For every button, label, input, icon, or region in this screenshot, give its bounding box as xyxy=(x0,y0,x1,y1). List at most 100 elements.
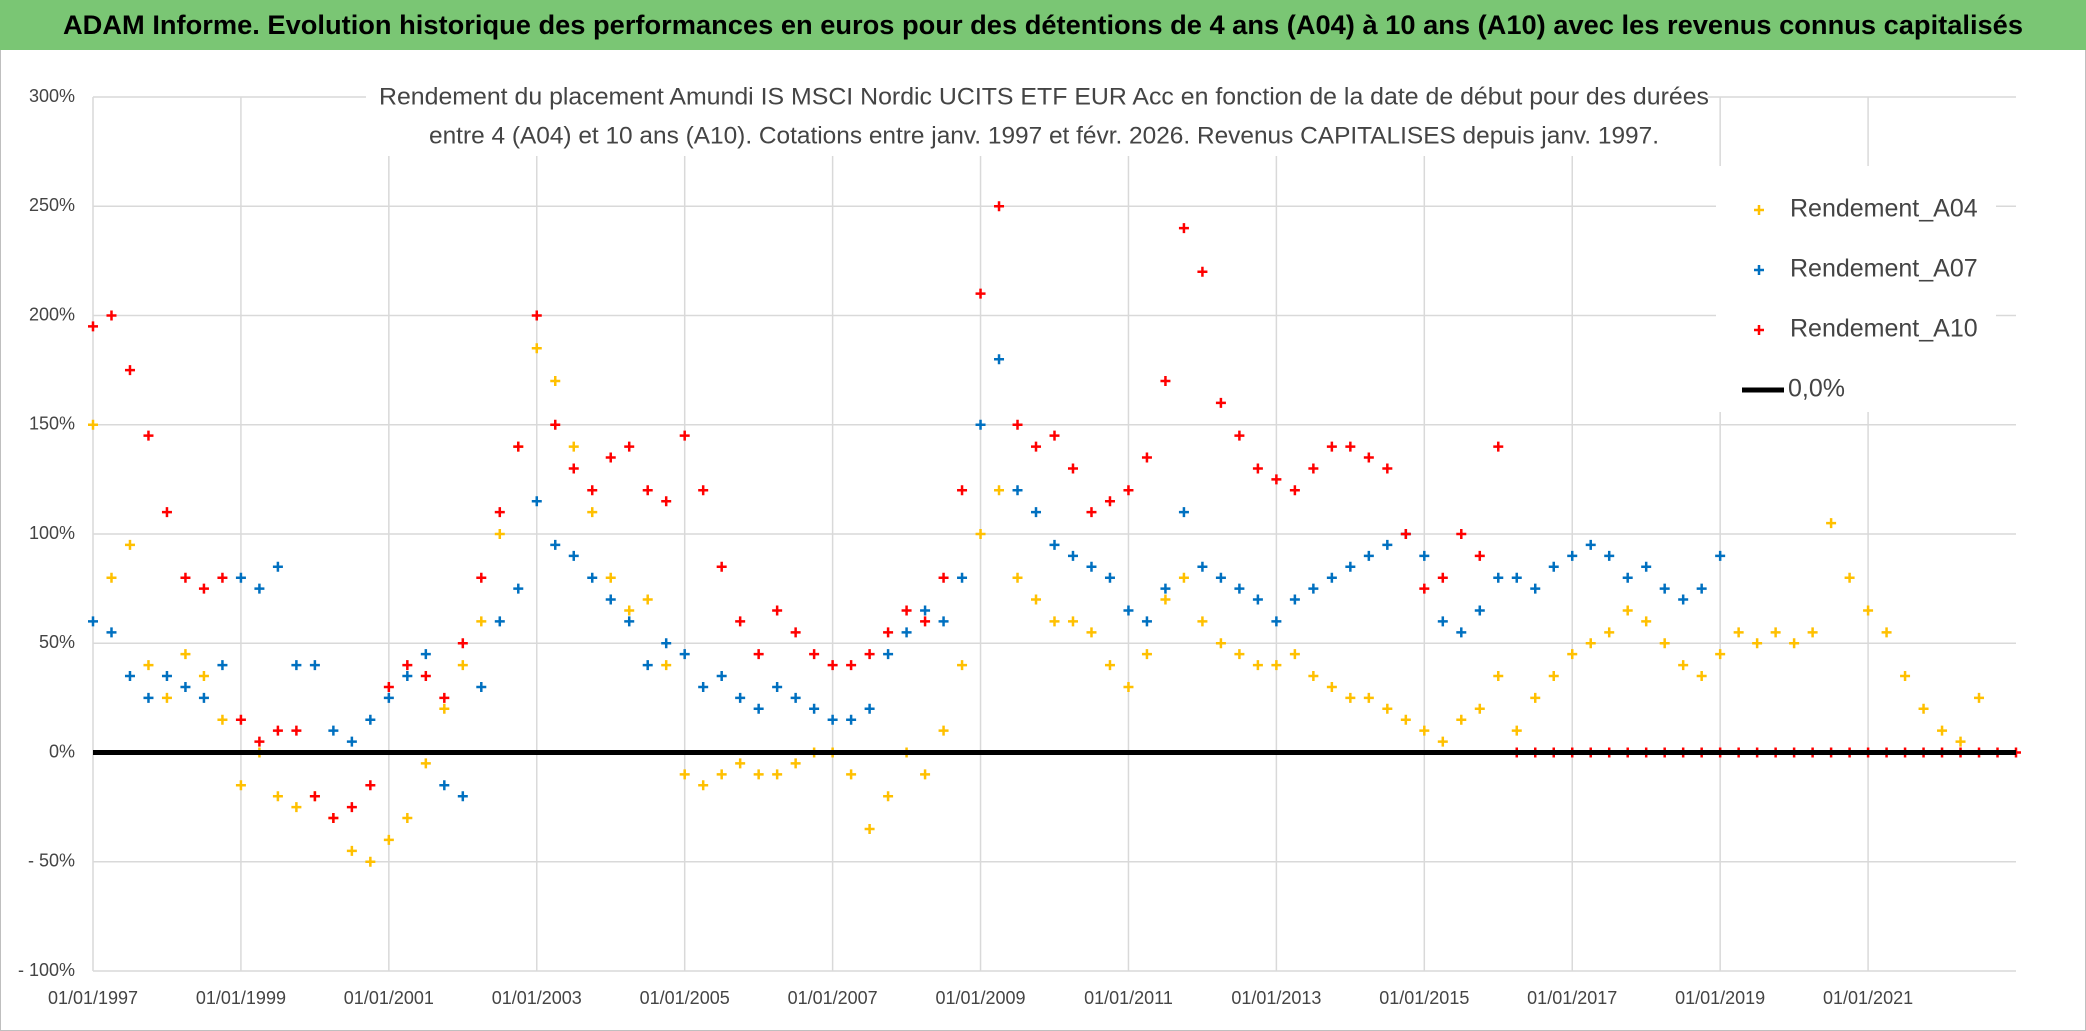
data-point xyxy=(124,671,135,682)
data-point xyxy=(846,769,857,780)
x-tick-label: 01/01/2003 xyxy=(492,988,582,1008)
data-point xyxy=(291,660,302,671)
data-point xyxy=(1715,649,1726,660)
data-point xyxy=(1234,583,1245,594)
data-point xyxy=(346,802,357,813)
data-point xyxy=(439,692,450,703)
data-point xyxy=(1326,441,1337,452)
data-point xyxy=(1437,616,1448,627)
data-point xyxy=(420,649,431,660)
data-point xyxy=(1474,703,1485,714)
data-point xyxy=(143,660,154,671)
y-tick-label: 300% xyxy=(29,86,75,106)
data-point xyxy=(309,791,320,802)
data-point xyxy=(309,660,320,671)
data-point xyxy=(1437,736,1448,747)
data-point xyxy=(1012,419,1023,430)
data-point xyxy=(217,572,228,583)
data-point xyxy=(1493,572,1504,583)
header-title: ADAM Informe. Evolution historique des p… xyxy=(63,10,2023,40)
data-point xyxy=(420,671,431,682)
data-point xyxy=(272,725,283,736)
y-tick-label: 0% xyxy=(49,741,75,761)
data-point xyxy=(235,780,246,791)
data-point xyxy=(328,725,339,736)
data-point xyxy=(1215,397,1226,408)
data-point xyxy=(735,616,746,627)
data-point xyxy=(254,736,265,747)
legend-label: 0,0% xyxy=(1788,375,1845,403)
data-point xyxy=(531,310,542,321)
data-point xyxy=(124,365,135,376)
data-point xyxy=(217,714,228,725)
data-point xyxy=(1363,692,1374,703)
data-point xyxy=(1086,627,1097,638)
data-point xyxy=(716,561,727,572)
data-point xyxy=(809,649,820,660)
data-point xyxy=(1715,550,1726,561)
data-point xyxy=(1345,692,1356,703)
data-point xyxy=(439,703,450,714)
legend-swatch xyxy=(1754,205,1764,215)
data-point xyxy=(679,430,690,441)
data-point xyxy=(457,660,468,671)
data-point xyxy=(1382,463,1393,474)
data-point xyxy=(735,758,746,769)
data-point xyxy=(772,681,783,692)
data-point xyxy=(846,660,857,671)
data-point xyxy=(143,692,154,703)
data-point xyxy=(864,823,875,834)
data-point xyxy=(957,660,968,671)
data-point xyxy=(1400,714,1411,725)
data-point xyxy=(1881,627,1892,638)
data-point xyxy=(587,485,598,496)
data-point xyxy=(568,550,579,561)
data-point xyxy=(235,572,246,583)
data-point xyxy=(1067,463,1078,474)
data-point xyxy=(106,627,117,638)
x-tick-label: 01/01/1999 xyxy=(196,988,286,1008)
data-point xyxy=(827,714,838,725)
data-point xyxy=(1123,485,1134,496)
data-point xyxy=(1844,572,1855,583)
data-point xyxy=(661,496,672,507)
data-point xyxy=(901,627,912,638)
data-point xyxy=(975,419,986,430)
data-point xyxy=(938,616,949,627)
data-point xyxy=(568,463,579,474)
data-point xyxy=(864,649,875,660)
data-point xyxy=(1178,507,1189,518)
data-point xyxy=(1530,692,1541,703)
data-point xyxy=(1900,671,1911,682)
data-point xyxy=(1641,616,1652,627)
y-tick-label: 250% xyxy=(29,195,75,215)
data-point xyxy=(1308,583,1319,594)
data-point xyxy=(938,725,949,736)
data-point xyxy=(1271,616,1282,627)
data-point xyxy=(88,616,98,627)
data-point xyxy=(698,780,709,791)
data-point xyxy=(901,605,912,616)
data-point xyxy=(661,638,672,649)
data-point xyxy=(1419,550,1430,561)
data-point xyxy=(161,507,172,518)
title-background xyxy=(366,80,1708,156)
data-point xyxy=(1456,627,1467,638)
data-point xyxy=(346,736,357,747)
data-point xyxy=(1493,671,1504,682)
data-point xyxy=(1031,441,1042,452)
data-point xyxy=(753,769,764,780)
data-point xyxy=(1141,616,1152,627)
data-point xyxy=(1215,572,1226,583)
data-point xyxy=(1604,550,1615,561)
chart-title: Rendement du placement Amundi IS MSCI No… xyxy=(379,83,1709,110)
data-point xyxy=(1160,376,1171,387)
data-point xyxy=(1752,638,1763,649)
data-point xyxy=(1622,605,1633,616)
data-point xyxy=(605,452,616,463)
data-point xyxy=(790,758,801,769)
x-tick-label: 01/01/2007 xyxy=(788,988,878,1008)
data-point xyxy=(1049,430,1060,441)
data-point xyxy=(1474,550,1485,561)
data-point xyxy=(698,681,709,692)
